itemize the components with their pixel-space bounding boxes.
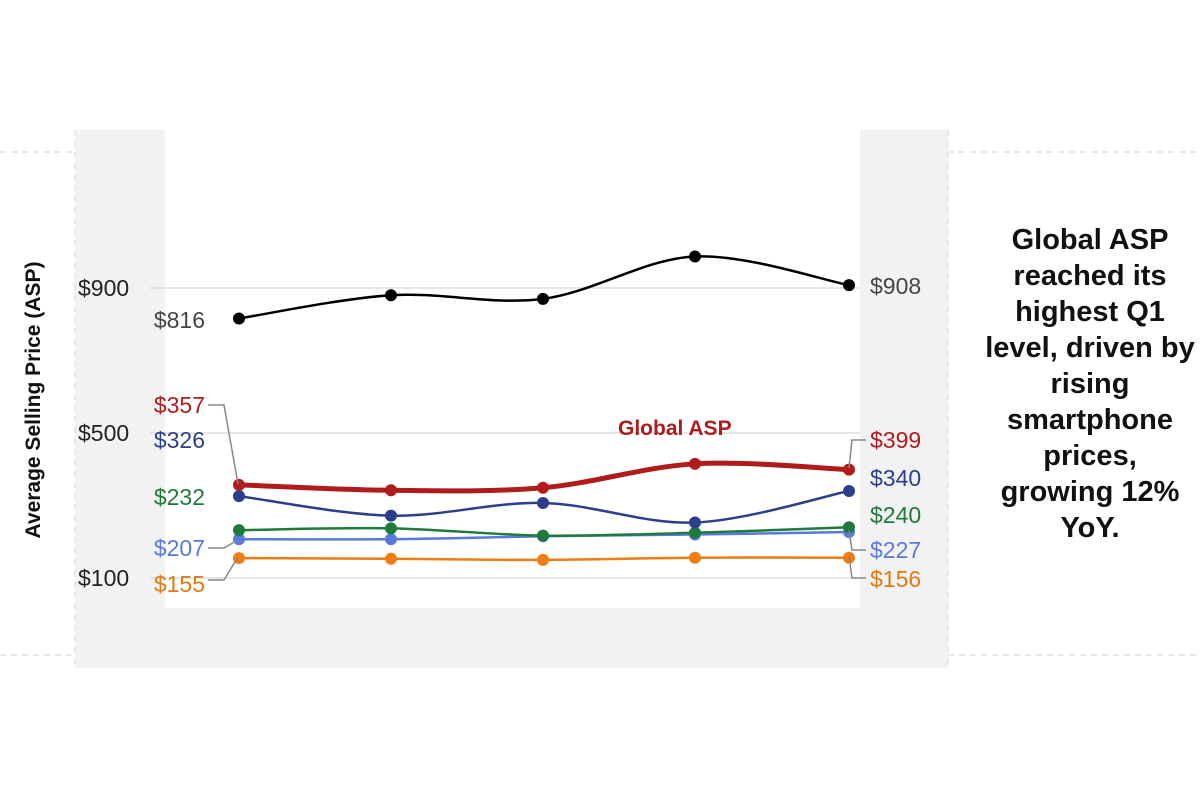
data-point-navy	[689, 516, 701, 529]
data-point-top	[233, 312, 245, 325]
data-point-navy	[537, 496, 549, 509]
series-top	[233, 250, 855, 325]
data-point-green	[689, 526, 701, 539]
data-point-blue	[233, 533, 245, 546]
data-point-navy	[233, 490, 245, 503]
data-point-top	[689, 250, 701, 263]
data-point-orange	[385, 552, 397, 565]
series-orange	[233, 551, 855, 566]
series-navy	[233, 485, 855, 529]
start-label-green: $232	[154, 484, 205, 510]
gridlines	[150, 287, 860, 579]
data-labels: $816 $908 $357 $399 Global ASP $326 $340 $232 $2…	[154, 273, 921, 597]
series-lines	[233, 250, 855, 566]
data-point-global	[385, 484, 397, 497]
data-point-top	[537, 292, 549, 305]
data-point-global	[537, 481, 549, 494]
data-point-global	[233, 478, 245, 491]
leader-line	[208, 404, 239, 485]
end-label-blue: $227	[870, 537, 921, 563]
y-axis-label: Average Selling Price (ASP)	[22, 262, 45, 539]
data-point-orange	[537, 553, 549, 566]
data-point-top	[385, 289, 397, 302]
start-label-blue: $207	[154, 535, 205, 561]
start-label-top: $816	[154, 307, 205, 333]
leader-line	[208, 556, 239, 581]
data-point-navy	[843, 485, 855, 497]
end-label-global: $399	[870, 427, 921, 453]
leader-line	[208, 539, 239, 549]
y-tick-label: $900	[78, 275, 129, 301]
leader-line	[848, 530, 866, 551]
start-label-navy: $326	[154, 427, 205, 453]
data-point-green	[233, 524, 245, 537]
data-point-green	[843, 521, 855, 534]
y-tick-label: $100	[78, 565, 129, 591]
y-tick-label: $500	[78, 420, 129, 446]
series-global	[233, 457, 855, 497]
data-point-navy	[385, 509, 397, 522]
y-axis-ticks: $900 $500 $100	[78, 275, 129, 591]
series-name-label: Global ASP	[618, 417, 732, 440]
end-label-top: $908	[870, 273, 921, 299]
annotation-text: Global ASP reached its highest Q1 level,…	[985, 224, 1195, 544]
start-label-global: $357	[154, 392, 205, 418]
data-point-orange	[689, 551, 701, 564]
data-point-blue	[385, 533, 397, 546]
data-point-green	[385, 522, 397, 535]
end-label-navy: $340	[870, 465, 921, 491]
data-point-global	[843, 463, 855, 476]
end-label-orange: $156	[870, 566, 921, 592]
start-label-orange: $155	[154, 571, 205, 597]
leader-line	[848, 439, 866, 469]
data-point-global	[689, 457, 701, 470]
data-point-green	[537, 529, 549, 542]
data-point-top	[843, 279, 855, 292]
series-green	[233, 521, 855, 542]
leader-line	[848, 555, 866, 579]
end-label-green: $240	[870, 502, 921, 528]
